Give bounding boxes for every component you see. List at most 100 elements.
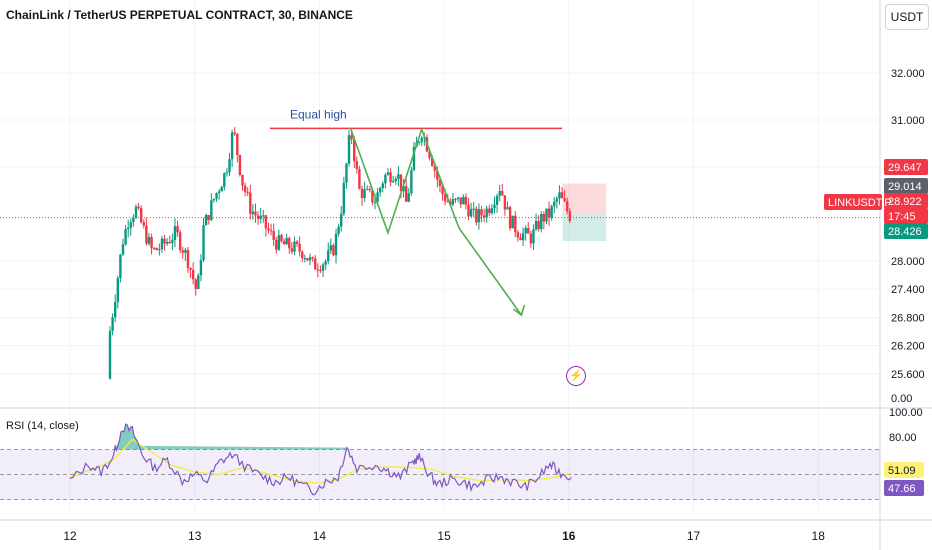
candle-body xyxy=(430,157,434,166)
price-series xyxy=(108,127,572,380)
candle-body xyxy=(480,209,483,216)
candle-body xyxy=(490,208,494,214)
candle-body xyxy=(303,258,307,260)
countdown-tag: 17:45 xyxy=(888,211,916,223)
candle-body xyxy=(160,238,164,250)
candle-body xyxy=(537,220,540,230)
candle-body xyxy=(246,191,249,193)
candle-body xyxy=(251,211,255,214)
candle-body xyxy=(386,172,390,175)
candle-body xyxy=(259,215,262,219)
rsi-ma-tag: 51.09 xyxy=(888,465,916,477)
symbol-tag: LINKUSDT.P xyxy=(828,197,892,209)
candle-body xyxy=(366,189,369,191)
entry-price-tag: 29.014 xyxy=(888,181,922,193)
candle-body xyxy=(534,220,538,230)
candle-body xyxy=(353,139,356,162)
candle-body xyxy=(553,201,556,207)
candle-body xyxy=(236,133,239,156)
lightning-icon[interactable]: ⚡ xyxy=(566,366,586,386)
candle-body xyxy=(475,208,478,223)
target-price-tag: 28.426 xyxy=(888,226,922,238)
rsi-band xyxy=(0,449,880,500)
drawings[interactable]: Equal high xyxy=(0,107,880,317)
rsi-tick-label: 80.00 xyxy=(889,432,917,444)
rsi-value-tag-bg xyxy=(884,480,924,496)
candle-body xyxy=(519,237,522,241)
candle-body xyxy=(555,198,559,202)
candle-body xyxy=(290,248,294,252)
candle-body xyxy=(355,161,359,170)
candle-body xyxy=(558,192,561,199)
candle-body xyxy=(324,261,327,265)
candle-body xyxy=(311,257,314,259)
candle-body xyxy=(495,195,499,205)
candle-body xyxy=(262,215,265,217)
candle-body xyxy=(540,214,543,230)
candle-body xyxy=(391,181,395,183)
candle-body xyxy=(132,217,135,223)
candle-body xyxy=(340,213,343,227)
candle-body xyxy=(168,241,171,244)
rsi-ma-line xyxy=(69,438,572,484)
last-price-tag-bg xyxy=(884,193,928,209)
candle-body xyxy=(126,227,130,230)
equal-high-label: Equal high xyxy=(290,107,347,121)
candle-body xyxy=(493,204,496,209)
currency-button[interactable]: USDT xyxy=(885,4,929,30)
candle-body xyxy=(410,170,413,194)
candle-body xyxy=(441,186,444,195)
candle-body xyxy=(176,226,179,233)
candle-body xyxy=(210,200,213,221)
candle-body xyxy=(472,208,475,210)
candle-body xyxy=(194,279,197,289)
candle-body xyxy=(306,258,309,261)
candle-body xyxy=(212,198,216,201)
candle-body xyxy=(225,172,229,174)
candle-body xyxy=(327,250,330,262)
candle-body xyxy=(150,236,153,249)
candle-body xyxy=(223,173,226,188)
candle-body xyxy=(124,229,127,245)
candle-body xyxy=(566,201,569,212)
time-tick-label: 18 xyxy=(812,529,826,543)
candle-body xyxy=(358,169,361,189)
candle-body xyxy=(527,227,530,234)
candle-body xyxy=(238,155,242,176)
candle-body xyxy=(114,301,117,318)
candle-body xyxy=(256,215,260,219)
candle-body xyxy=(384,174,387,184)
candle-body xyxy=(254,211,257,216)
time-tick-label: 13 xyxy=(188,529,202,543)
candle-body xyxy=(139,208,143,223)
candle-body xyxy=(482,215,486,218)
candle-body xyxy=(451,199,455,205)
candle-body xyxy=(550,206,553,218)
pattern-arrow-path xyxy=(349,126,523,316)
candle-body xyxy=(428,151,431,158)
candle-body xyxy=(301,251,304,259)
candle-body xyxy=(137,206,140,209)
candle-body xyxy=(345,163,348,183)
candle-body xyxy=(524,227,527,234)
candle-body xyxy=(363,189,366,198)
candle-body xyxy=(454,198,457,200)
price-tick-label: 25.600 xyxy=(891,369,925,381)
candle-body xyxy=(373,202,377,204)
candle-body xyxy=(436,170,439,180)
candle-body xyxy=(121,244,125,255)
candle-body xyxy=(228,159,231,173)
rsi-value-tag: 47.66 xyxy=(888,483,916,495)
candle-body xyxy=(521,233,525,241)
candle-body xyxy=(199,260,203,276)
candle-body xyxy=(376,192,379,203)
target-price-tag-bg xyxy=(884,223,928,239)
candle-body xyxy=(389,172,392,183)
price-tick-label: 28.000 xyxy=(891,256,925,268)
candle-body xyxy=(111,317,114,332)
candle-body xyxy=(498,191,501,196)
candle-body xyxy=(277,235,281,250)
candle-body xyxy=(264,215,268,229)
